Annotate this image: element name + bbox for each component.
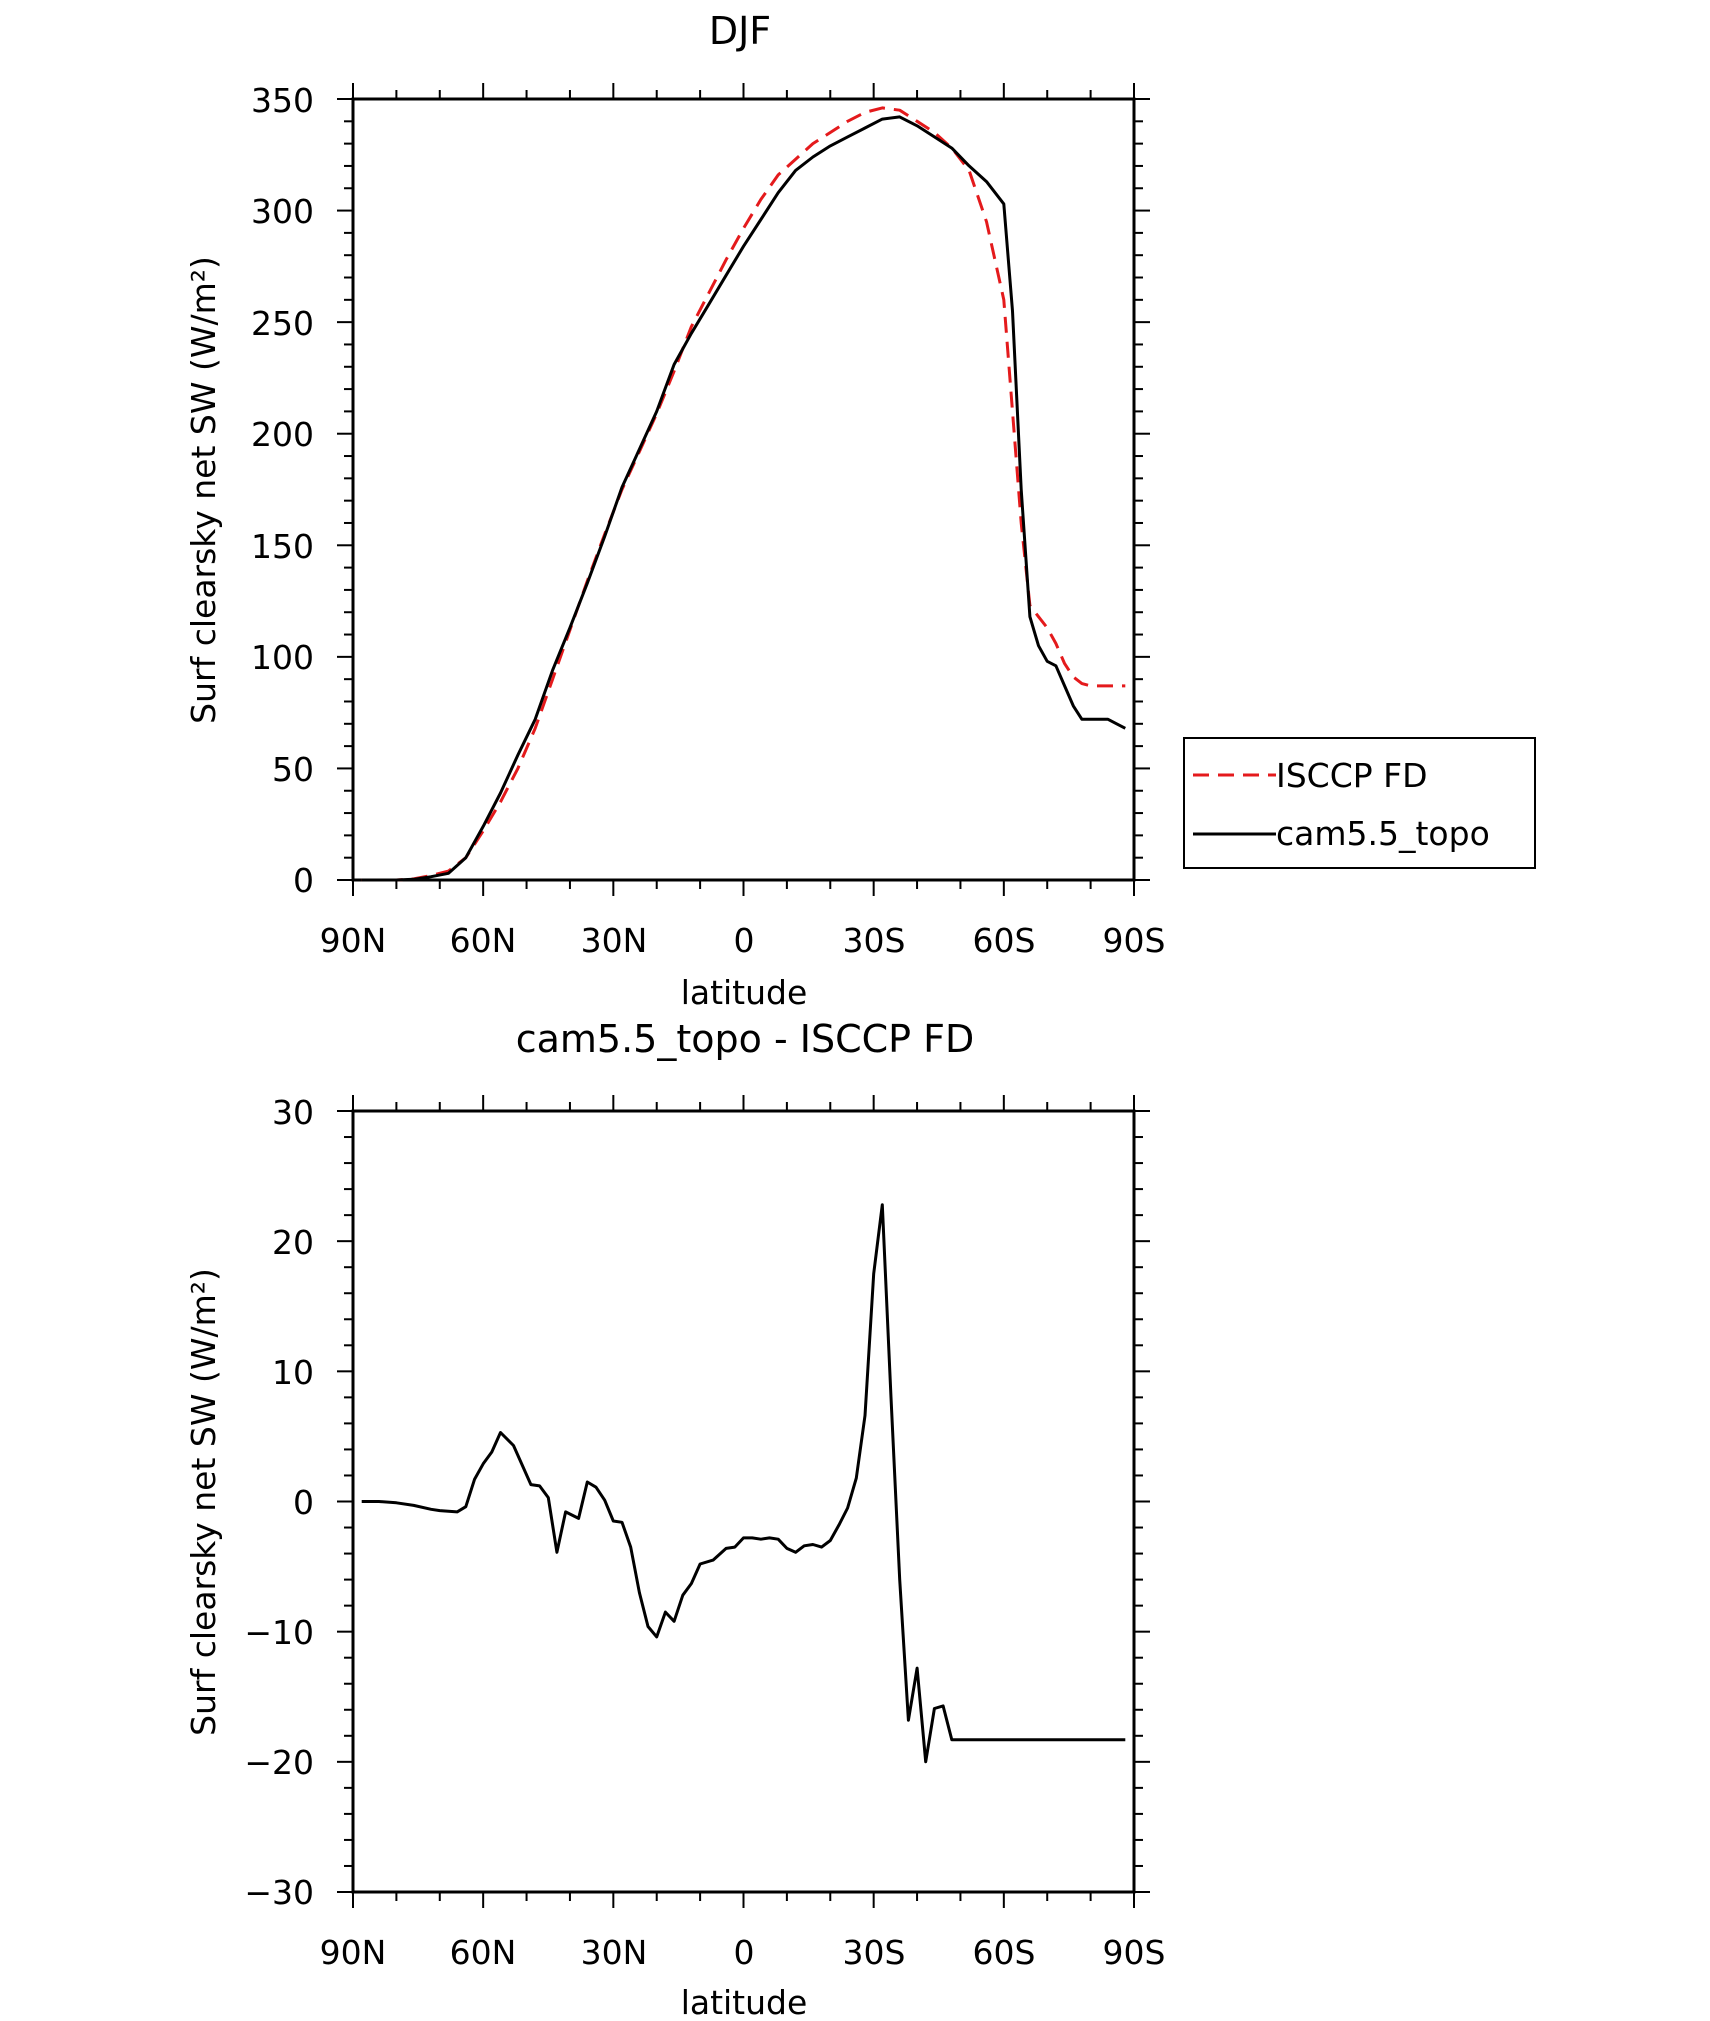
legend-label-isccp-fd: ISCCP FD [1276,756,1428,795]
panel2-x-tick-label: 30N [581,1933,648,1972]
panel1-x-tick-label: 90S [1103,921,1166,960]
panel1-x-tick-label: 60N [450,921,517,960]
legend-box [1183,737,1536,869]
panel2-y-tick-label: 30 [272,1093,314,1132]
panel2-y-tick-label: −10 [244,1613,314,1652]
panel1-x-axis-label: latitude [681,973,808,1012]
panel2-series [361,1203,1126,1764]
panel2-x-tick-label: 60N [450,1933,517,1972]
panel2-y-tick-label: 0 [293,1483,314,1522]
panel2-x-tick-label: 0 [734,1933,755,1972]
panel2-plot-frame [351,1109,1136,1894]
panel2-y-tick-label: 20 [272,1223,314,1262]
panel1-ticks [337,83,1150,896]
difference-line [361,1203,1126,1764]
panel2-x-tick-label: 60S [973,1933,1036,1972]
panel1-y-tick-label: 150 [251,527,314,566]
isccp-fd-line [361,106,1126,882]
panel2-title: cam5.5_topo - ISCCP FD [516,1017,975,1061]
panel1-y-tick-label: 200 [251,415,314,454]
panel2-x-tick-label: 90N [320,1933,387,1972]
panel-djf: DJF 90N 60N 30N 0 30S 60S 90S 0 50 100 1… [184,9,1536,1012]
panel-difference: cam5.5_topo - ISCCP FD 90N 60N 30N 0 30S… [184,1017,1165,2021]
panel1-y-tick-label: 350 [251,81,314,120]
panel1-x-tick-label: 0 [734,921,755,960]
panel1-y-tick-label: 0 [293,861,314,900]
panel2-x-tick-label: 30S [843,1933,906,1972]
legend-label-cam55-topo: cam5.5_topo [1276,814,1490,853]
panel2-x-axis-label: latitude [681,1983,808,2021]
panel1-x-tick-label: 60S [973,921,1036,960]
panel2-y-tick-label: −30 [244,1873,314,1912]
panel1-y-tick-label: 100 [251,638,314,677]
panel1-title: DJF [709,9,771,53]
panel2-ticks [337,1095,1150,1908]
panel2-x-tick-label: 90S [1103,1933,1166,1972]
panel1-y-axis-label: Surf clearsky net SW (W/m²) [184,256,223,724]
panel1-y-tick-label: 300 [251,192,314,231]
panel1-y-tick-label: 50 [272,750,314,789]
panel2-y-tick-label: −20 [244,1743,314,1782]
panel1-series [361,106,1126,882]
cam5-5-topo-line [361,115,1126,882]
panel2-y-axis-label: Surf clearsky net SW (W/m²) [184,1268,223,1736]
panel1-plot-frame [351,97,1136,882]
panel1-x-tick-label: 90N [320,921,387,960]
panel2-y-tick-label: 10 [272,1353,314,1392]
panel1-x-tick-label: 30S [843,921,906,960]
panel1-y-tick-label: 250 [251,304,314,343]
legend: ISCCP FD cam5.5_topo [1183,737,1536,869]
panel1-x-tick-label: 30N [581,921,648,960]
